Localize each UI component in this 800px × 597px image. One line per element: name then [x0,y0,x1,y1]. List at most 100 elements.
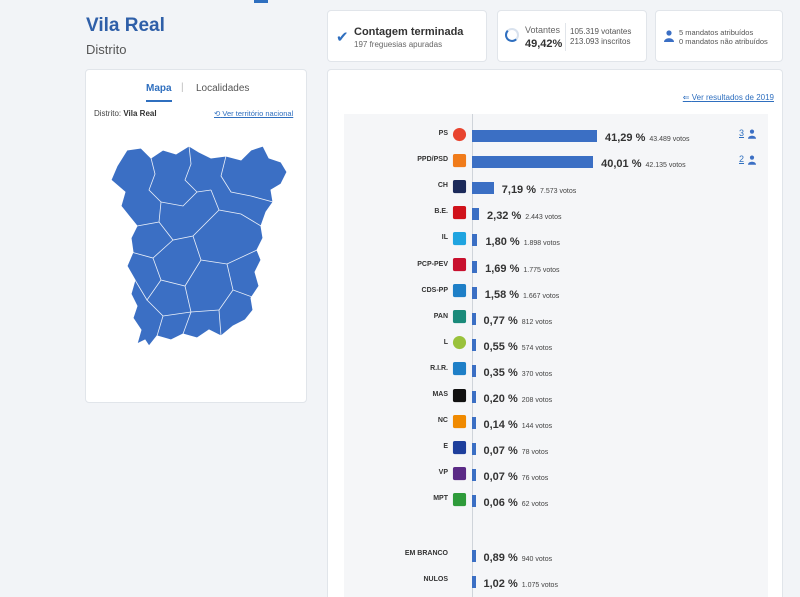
result-row: VP 0,07 % 76 votos [344,463,768,483]
result-row: NULOS 1,02 % 1.075 votos [344,570,768,590]
livre-logo-icon [452,336,466,350]
user-icon [664,30,674,42]
party-name: R.I.R. [430,364,448,372]
ps-logo-icon [452,127,466,141]
result-percentage: 41,29 % [605,132,646,144]
party-name: B.E. [434,208,448,216]
result-info: 1,02 % 1.075 votos [484,574,558,592]
cds-logo-icon [452,284,466,298]
result-percentage: 2,32 % [487,210,522,223]
result-row: E 0,07 % 78 votos [344,437,768,457]
seats-link[interactable]: 3 [739,128,745,138]
previous-results-label: Ver resultados de 2019 [691,93,774,102]
result-info: 0,55 % 574 votos [484,337,553,355]
result-row: R.I.R. 0,35 % 370 votos [344,359,768,379]
seats-link[interactable]: 2 [739,154,745,165]
rir-logo-icon [452,362,466,376]
party-name: VP [438,469,448,477]
count-status-card: ✔ Contagem terminada 197 freguesias apur… [327,10,487,62]
party-name: IL [441,234,448,242]
result-bar [472,182,494,195]
ergue-logo-icon [452,440,466,454]
result-votes: 370 votos [521,370,553,378]
cdu-logo-icon [452,257,466,272]
party-logo [451,283,467,299]
mandates-unassigned: 0 mandatos não atribuídos [679,37,768,46]
result-row: NC 0,14 % 144 votos [344,411,768,431]
party-logo [451,230,467,246]
chega-logo-icon [452,179,466,193]
result-bar [472,550,476,562]
be-logo-icon [452,205,466,219]
district-breadcrumb: Distrito: Vila Real [94,109,157,118]
party-name: PS [438,130,448,137]
party-name: MAS [432,391,448,398]
result-percentage: 0,06 % [483,497,518,510]
party-logo [451,413,467,429]
result-percentage: 0,35 % [483,366,518,379]
result-info: 41,29 % 43.489 votos [605,128,689,146]
district-map[interactable] [101,140,296,355]
party-logo [451,309,467,325]
undo-icon: ⟲ [214,109,221,118]
result-votes: 43.489 votos [649,136,690,143]
party-logo [451,465,467,481]
volt-logo-icon [452,466,466,480]
result-bar [472,156,594,169]
result-row: L 0,55 % 574 votos [344,333,768,353]
result-row: PPD/PSD 40,01 % 42.135 votos 2 [344,150,768,170]
result-votes: 76 votos [521,475,549,483]
page-subtitle: Distrito [86,42,127,57]
mas-logo-icon [452,388,466,402]
party-name: NULOS [423,576,449,583]
result-info: 0,14 % 144 votos [484,415,553,433]
result-row: IL 1,80 % 1.898 votos [344,228,768,248]
result-percentage: 0,07 % [483,471,518,484]
district-label: Distrito: [94,109,122,118]
tab-localities[interactable]: Localidades [196,83,250,94]
result-votes: 78 votos [521,449,549,457]
result-votes: 208 votos [521,397,553,404]
national-territory-link[interactable]: ⟲ Ver território nacional [214,109,293,118]
party-name: EM BRANCO [404,550,448,557]
turnout-card: Votantes 49,42% 105.319 votantes 213.093… [497,10,647,62]
mandates-assigned: 5 mandatos atribuídos [679,28,754,37]
result-row: MAS 0,20 % 208 votos [344,385,768,405]
result-percentage: 40,01 % [601,158,642,171]
result-row: PAN 0,77 % 812 votos [344,307,768,327]
party-logo [451,178,467,194]
party-logo [451,126,467,142]
results-card: ⇐ Ver resultados de 2019 PS 41,29 % 43.489… [327,69,783,597]
party-logo [451,257,467,273]
national-link-label: Ver território nacional [222,109,294,118]
result-percentage: 0,55 % [483,340,518,353]
result-row: PCP-PEV 1,69 % 1.775 votos [344,255,768,275]
psd-logo-icon [452,153,466,167]
party-name: L [443,338,448,346]
result-info: 1,80 % 1.898 votos [485,232,559,250]
page-title: Vila Real [86,15,165,36]
turnout-progress-icon [505,28,519,42]
result-percentage: 0,07 % [483,445,518,458]
result-bar [472,576,476,588]
result-bar [472,391,476,403]
arrow-left-icon: ⇐ [682,93,690,102]
party-name: CDS-PP [421,286,448,294]
party-logo [451,387,467,403]
result-row: PS 41,29 % 43.489 votos 3 [344,124,768,144]
previous-results-link[interactable]: ⇐ Ver resultados de 2019 [683,93,774,102]
district-shape[interactable] [110,145,288,347]
party-logo [451,361,467,377]
results-chart: PS 41,29 % 43.489 votos 3 PPD/PSD 40,01 % 42.1… [344,114,768,597]
result-percentage: 7,19 % [501,184,537,197]
result-votes: 7.573 votos [540,188,577,196]
district-value: Vila Real [123,109,157,118]
party-name: E [443,443,448,451]
user-icon [748,155,756,165]
tab-map[interactable]: Mapa [146,83,172,102]
result-bar [472,208,480,221]
result-percentage: 1,58 % [484,288,520,301]
result-info: 1,69 % 1.775 votos [485,259,559,277]
result-votes: 2.443 votos [525,214,562,222]
chart-axis [472,114,473,597]
